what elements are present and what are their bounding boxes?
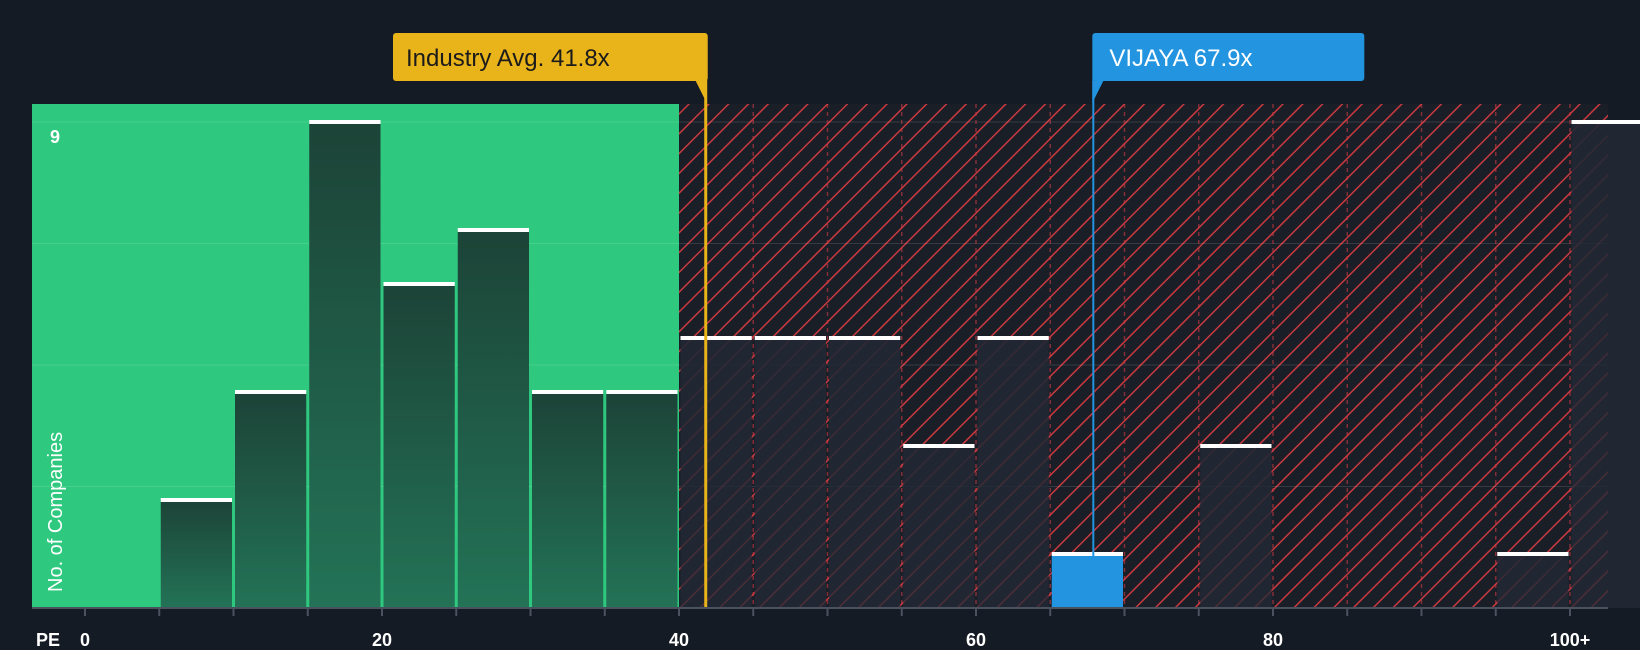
x-tick-label-40: 40 [669,630,689,650]
bar-5-10 [160,500,232,608]
industry-average-callout: Industry Avg. 41.8x [393,33,708,103]
x-tick-label-80: 80 [1263,630,1283,650]
bar-cap-60-65 [977,336,1049,340]
bar-cap-5-10 [160,498,232,502]
x-axis-label: PE [36,630,60,650]
bar-60-65 [977,338,1049,608]
bar-cap-55-60 [903,444,975,448]
bar-40-45 [680,338,752,608]
bar-cap-65-70 [1051,552,1123,556]
gridlines [32,104,1608,608]
histogram-bars [160,120,1640,608]
bar-cap-35-40 [606,390,678,394]
bar-cap-25-30 [457,228,529,232]
bar-cap-30-35 [532,390,604,394]
bar-cap-50-55 [829,336,901,340]
bar-35-40 [606,392,678,608]
bar-100-105 [1571,122,1640,608]
bar-cap-10-15 [235,390,307,394]
industry-average-label: Industry Avg. 41.8x [406,45,610,72]
y-axis-label: No. of Companies [45,432,67,592]
bar-25-30 [457,230,529,608]
bar-cap-15-20 [309,120,381,124]
y-max-label: 9 [50,127,60,147]
company-pe-box [1092,33,1365,81]
industry-average-pointer [695,81,707,103]
bar-65-70 [1051,554,1123,608]
industry-average-box [393,33,708,81]
bar-55-60 [903,446,975,608]
bar-20-25 [383,284,455,608]
x-tick-label-100plus: 100+ [1550,630,1591,650]
x-tick-label-60: 60 [966,630,986,650]
x-axis: 0 20 40 60 80 100+ [32,607,1608,650]
company-pe-pointer [1092,81,1104,103]
company-pe-label: VIJAYA 67.9x [1109,45,1252,72]
bar-cap-40-45 [680,336,752,340]
bar-50-55 [829,338,901,608]
bar-cap-95-100 [1497,552,1569,556]
x-tick-label-20: 20 [372,630,392,650]
bar-cap-45-50 [754,336,826,340]
bar-cap-75-80 [1200,444,1272,448]
bar-75-80 [1200,446,1272,608]
bar-30-35 [532,392,604,608]
bar-cap-100-105 [1571,120,1640,124]
bar-10-15 [235,392,307,608]
bar-cap-20-25 [383,282,455,286]
bar-45-50 [754,338,826,608]
bar-15-20 [309,122,381,608]
company-pe-callout: VIJAYA 67.9x [1092,33,1365,103]
x-tick-label-0: 0 [80,630,90,650]
bar-95-100 [1497,554,1569,608]
